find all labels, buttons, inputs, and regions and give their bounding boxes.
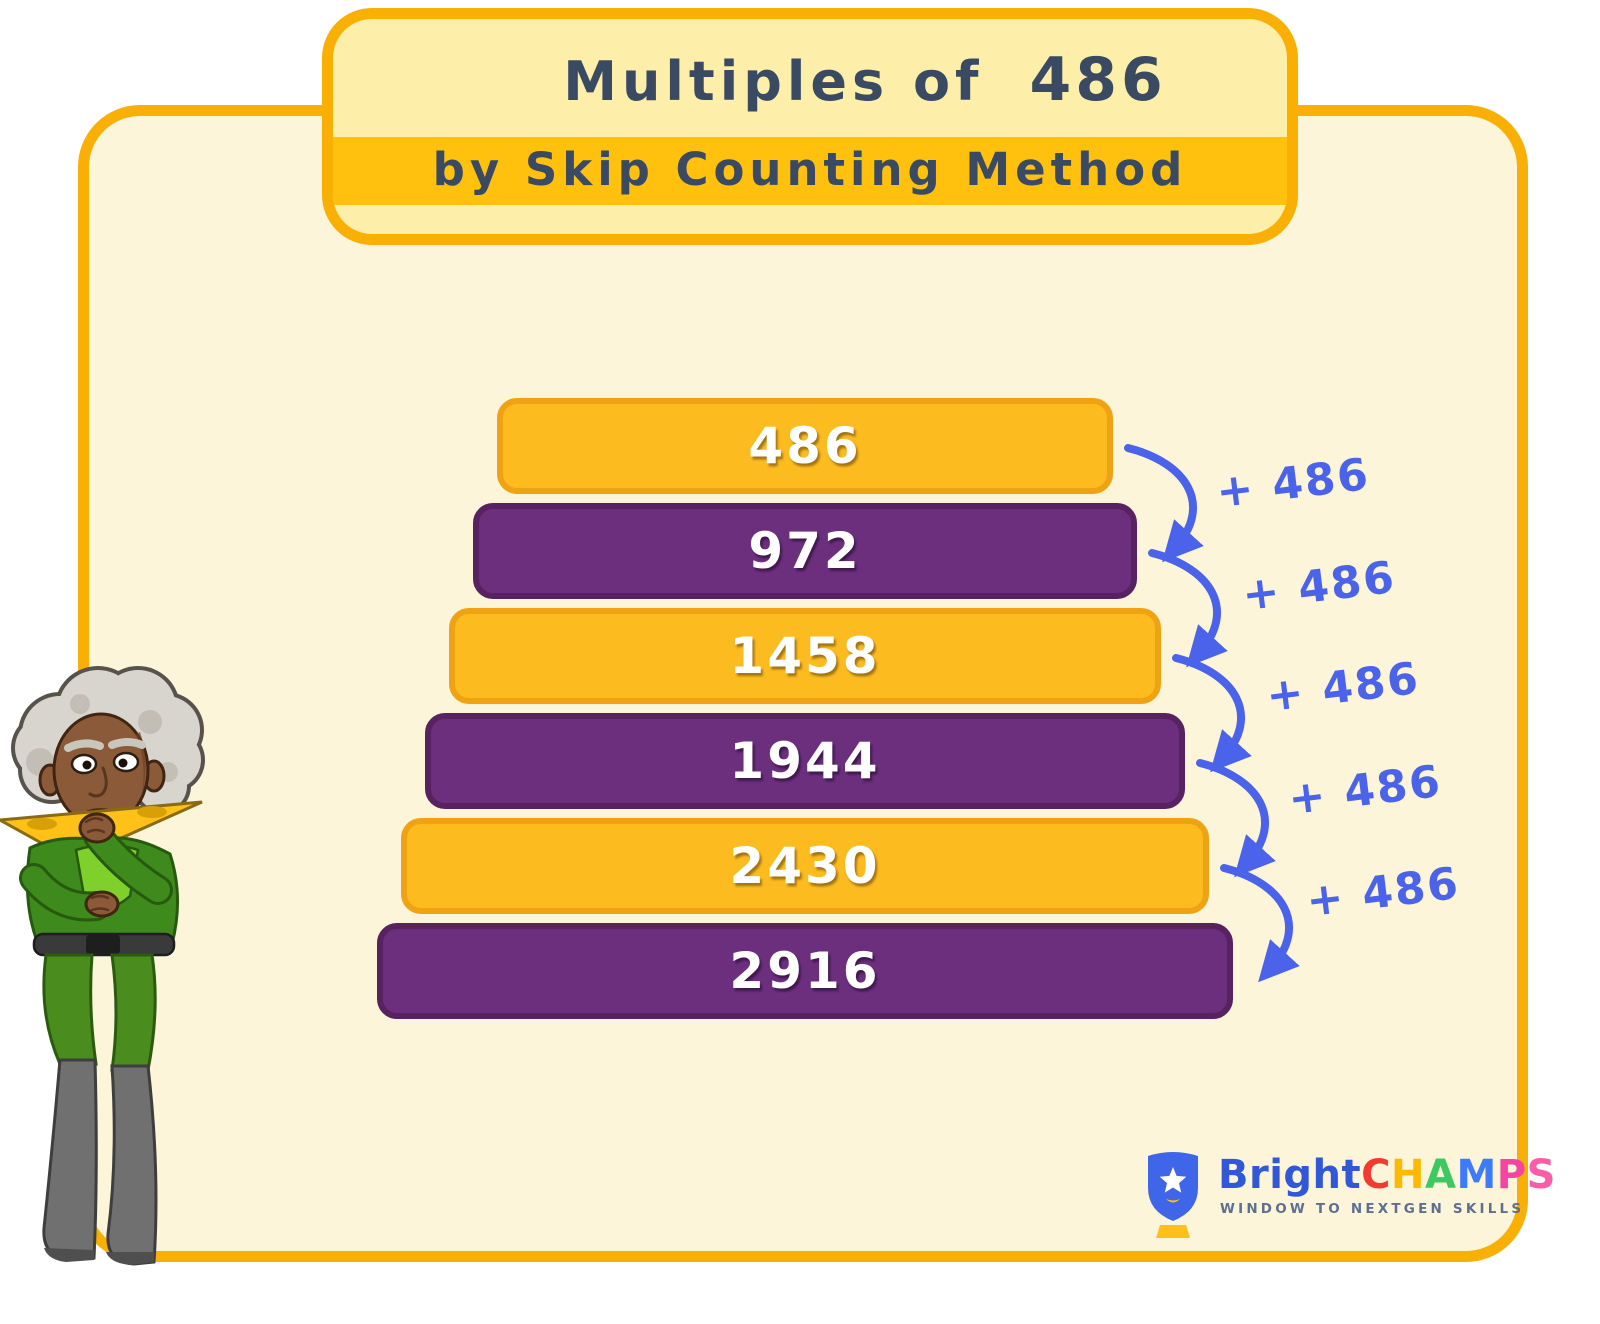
header-band bbox=[333, 137, 1287, 205]
logo-letter: S bbox=[1526, 1152, 1556, 1198]
title-prefix: Multiples of bbox=[563, 50, 984, 113]
multiple-bar: 486 bbox=[497, 398, 1113, 494]
logo-tagline: WINDOW TO NEXTGEN SKILLS bbox=[1220, 1201, 1525, 1217]
logo-brand-text: BrightCHAMPS bbox=[1218, 1152, 1556, 1198]
multiple-value: 2916 bbox=[729, 942, 881, 1000]
logo-shield-icon bbox=[1148, 1152, 1198, 1238]
page-subtitle: by Skip Counting Method bbox=[432, 143, 1188, 196]
logo-letter: H bbox=[1391, 1152, 1425, 1198]
multiple-bar: 1944 bbox=[425, 713, 1185, 809]
title-number: 486 bbox=[1029, 45, 1167, 115]
page-title: Multiples of 486 bbox=[388, 45, 1287, 115]
header-box: Multiples of 486 by Skip Counting Method bbox=[322, 8, 1298, 245]
thinking-character-illustration bbox=[0, 666, 205, 1266]
logo-brand-primary: Bright bbox=[1218, 1152, 1362, 1198]
multiple-bar: 972 bbox=[473, 503, 1137, 599]
multiple-value: 972 bbox=[748, 522, 862, 580]
multiple-value: 1944 bbox=[729, 732, 881, 790]
multiple-value: 2430 bbox=[729, 837, 881, 895]
multiple-value: 1458 bbox=[729, 627, 881, 685]
multiple-value: 486 bbox=[748, 417, 862, 475]
logo-letter: P bbox=[1496, 1152, 1527, 1198]
logo-letter: A bbox=[1425, 1152, 1457, 1198]
multiple-bar: 2430 bbox=[401, 818, 1209, 914]
multiple-bar: 1458 bbox=[449, 608, 1161, 704]
logo-letter: M bbox=[1456, 1152, 1497, 1198]
multiple-bar: 2916 bbox=[377, 923, 1233, 1019]
logo-star-icon bbox=[1159, 1167, 1187, 1193]
brightchamps-logo: BrightCHAMPS WINDOW TO NEXTGEN SKILLS bbox=[1140, 1146, 1555, 1246]
logo-letter: C bbox=[1361, 1152, 1392, 1198]
